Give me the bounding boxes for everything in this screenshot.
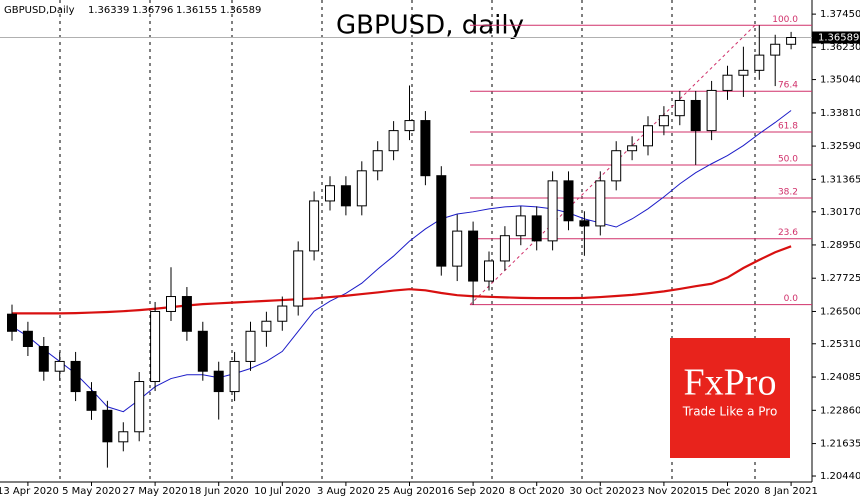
candle-body — [261, 320, 272, 332]
logo-slogan: Trade Like a Pro — [682, 405, 778, 419]
y-tick-label: 1.27725 — [820, 273, 860, 284]
candle-body — [229, 360, 240, 393]
candle-body — [674, 99, 685, 117]
y-tick-label: 1.20440 — [820, 471, 860, 482]
header-open: 1.36339 — [88, 5, 129, 16]
header-close: 1.36589 — [220, 5, 261, 16]
header-high: 1.36796 — [132, 5, 173, 16]
candle-body — [420, 120, 431, 177]
candle-body — [452, 230, 463, 267]
x-tick-label: 15 Dec 2020 — [696, 486, 760, 497]
candle-body — [277, 305, 288, 322]
header-low: 1.36155 — [176, 5, 217, 16]
candle-body — [722, 74, 733, 91]
price-box — [812, 31, 860, 44]
y-tick-label: 1.26500 — [820, 306, 860, 317]
y-tick-label: 1.31365 — [820, 174, 860, 185]
x-tick-label: 23 Nov 2020 — [632, 486, 696, 497]
price-box-label: 1.36589 — [818, 33, 859, 44]
candle-body — [563, 180, 574, 222]
candle-body — [197, 330, 208, 372]
fib-label: 61.8 — [778, 121, 798, 131]
candle-body — [658, 115, 669, 127]
candle-body — [388, 130, 399, 152]
y-tick-label: 1.25310 — [820, 339, 860, 350]
fib-label: 100.0 — [772, 15, 798, 25]
candle-body — [325, 185, 335, 202]
candle-body — [627, 145, 638, 152]
candle-body — [309, 200, 320, 252]
y-tick-label: 1.36230 — [820, 42, 860, 53]
x-tick-label: 18 Jun 2020 — [189, 486, 249, 497]
candle-body — [150, 310, 161, 383]
candle-body — [118, 431, 129, 443]
y-tick-label: 1.37450 — [820, 9, 860, 20]
y-tick-label: 1.32590 — [820, 141, 860, 152]
moving-average — [12, 245, 792, 315]
logo-box — [670, 338, 790, 458]
candle-body — [754, 54, 765, 71]
candle-body — [690, 99, 701, 132]
y-tick-label: 1.21635 — [820, 439, 860, 450]
y-tick-label: 1.28950 — [820, 240, 860, 251]
x-tick-label: 8 Oct 2020 — [509, 486, 564, 497]
y-tick-label: 1.30170 — [820, 207, 860, 218]
fib-label: 76.4 — [778, 81, 798, 91]
candle-body — [786, 37, 797, 45]
fib-label: 38.2 — [778, 187, 798, 197]
candle-body — [102, 409, 113, 443]
x-tick-label: 30 Oct 2020 — [569, 486, 631, 497]
x-tick-label: 25 Aug 2020 — [377, 486, 441, 497]
candle-body — [484, 260, 494, 282]
candle-body — [54, 360, 65, 372]
header: GBPUSD,Daily 1.36339 1.36796 1.36155 1.3… — [4, 5, 261, 16]
candle-body — [134, 381, 145, 433]
x-tick-label: 13 Apr 2020 — [0, 486, 59, 497]
candle-body — [515, 215, 526, 237]
x-tick-label: 16 Sep 2020 — [441, 486, 504, 497]
candle-body — [7, 313, 17, 332]
candle-body — [531, 215, 542, 242]
symbol-label: GBPUSD,Daily — [4, 5, 75, 16]
fib-label: 50.0 — [778, 154, 798, 164]
fib-label: 23.6 — [778, 228, 798, 238]
candle-body — [70, 360, 81, 393]
candle-body — [213, 370, 224, 393]
candle-body — [499, 235, 510, 262]
candle-body — [404, 120, 415, 132]
candle-body — [86, 391, 97, 411]
logo-name: FxPro — [684, 362, 777, 404]
candle-body — [579, 220, 590, 227]
candle-body — [181, 296, 192, 332]
y-tick-label: 1.24085 — [820, 372, 860, 383]
candle-body — [22, 330, 33, 347]
candle-body — [611, 150, 622, 182]
candle-body — [372, 150, 383, 172]
fib-label: 0.0 — [784, 294, 799, 304]
candle-body — [356, 170, 367, 207]
y-tick-label: 1.33810 — [820, 108, 860, 119]
y-tick-label: 1.35040 — [820, 75, 860, 86]
x-tick-label: 3 Aug 2020 — [317, 486, 375, 497]
candle-body — [595, 180, 606, 227]
candle-body — [436, 175, 447, 267]
candle-body — [547, 180, 558, 242]
candle-body — [468, 230, 479, 282]
candle-body — [166, 296, 176, 312]
candle-body — [245, 330, 256, 362]
x-tick-label: 27 May 2020 — [122, 486, 187, 497]
y-tick-label: 1.22860 — [820, 405, 860, 416]
candle-body — [770, 43, 781, 56]
x-tick-label: 8 Jan 2021 — [764, 486, 818, 497]
x-tick-label: 5 May 2020 — [62, 486, 121, 497]
x-tick-label: 10 Jul 2020 — [254, 486, 311, 497]
candle-body — [706, 89, 717, 132]
candle-body — [340, 185, 351, 207]
candle-body — [738, 69, 749, 76]
candle-body — [293, 250, 304, 307]
candle-body — [38, 345, 49, 372]
candle-body — [643, 125, 653, 147]
